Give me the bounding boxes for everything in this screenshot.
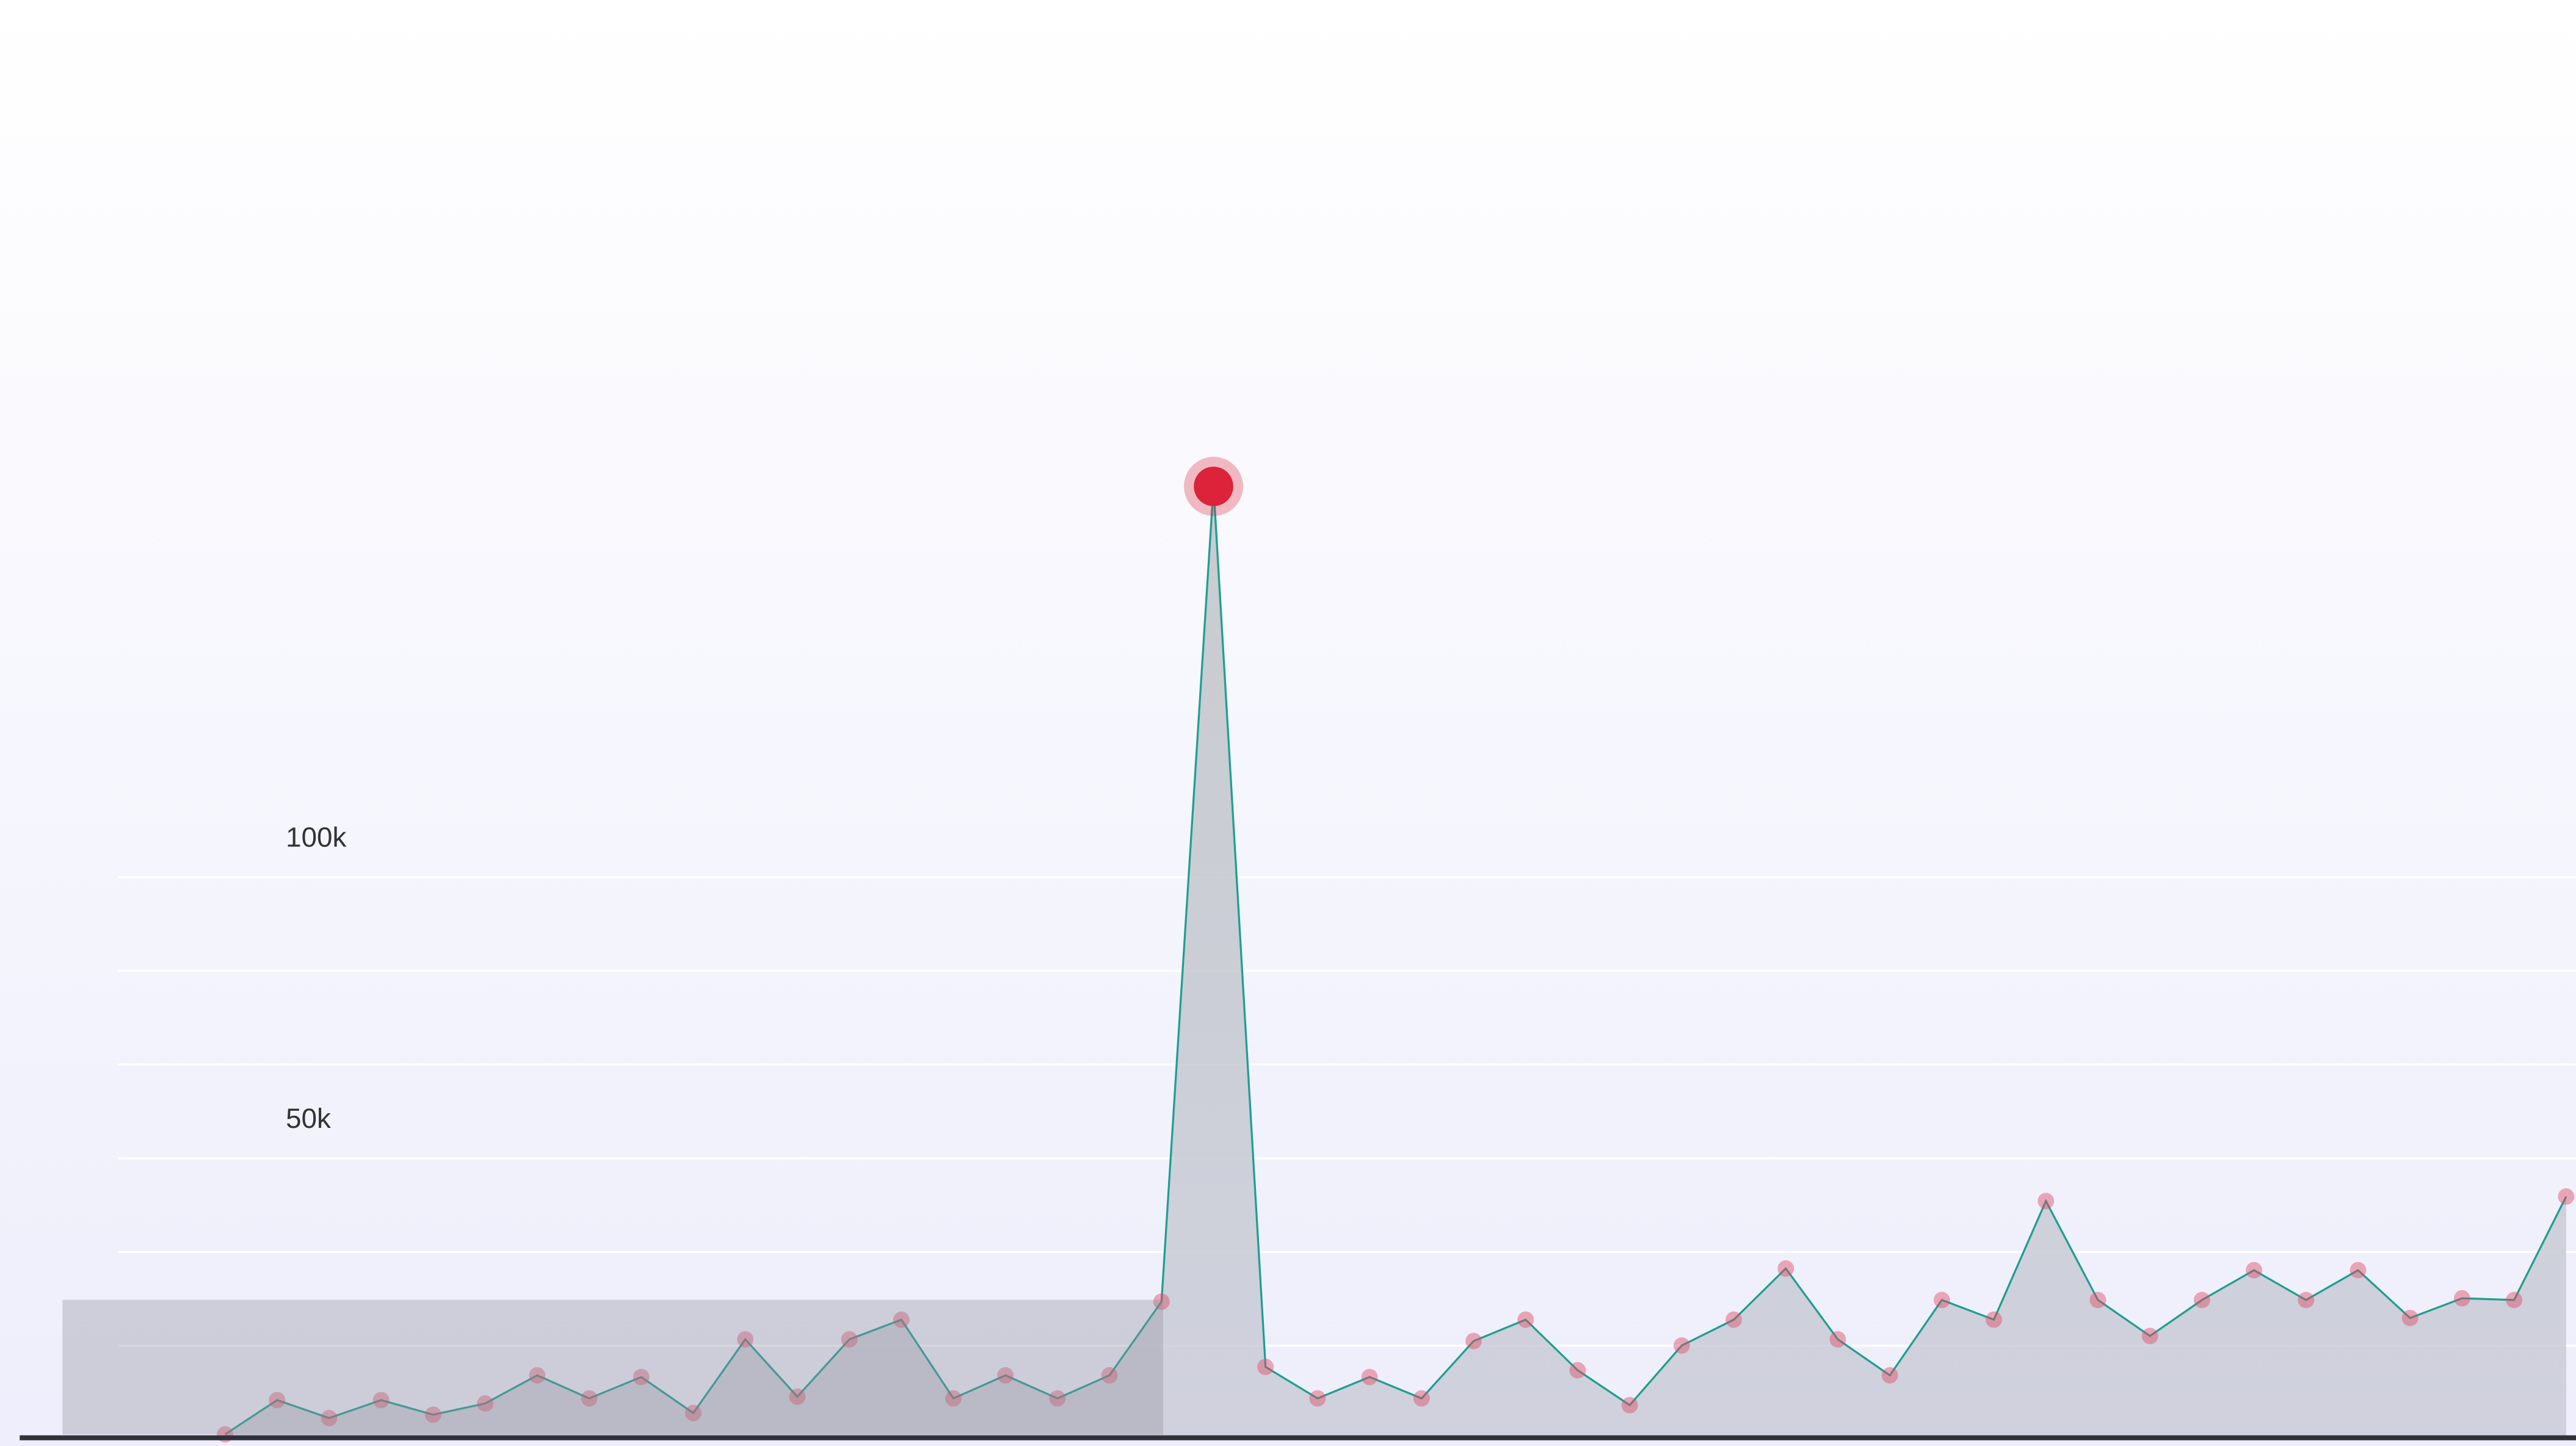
marker [737, 1331, 754, 1348]
marker [945, 1390, 962, 1407]
marker [2089, 1292, 2106, 1309]
marker [1829, 1331, 1846, 1348]
marker [321, 1409, 338, 1426]
marker [1933, 1292, 1950, 1309]
marker [1986, 1311, 2003, 1328]
marker [2246, 1262, 2263, 1279]
marker [685, 1404, 702, 1422]
marker [1881, 1367, 1898, 1384]
marker [2558, 1188, 2575, 1205]
line [224, 486, 2567, 1436]
marker [2401, 1309, 2418, 1326]
marker [1621, 1397, 1638, 1414]
marker [2037, 1193, 2055, 1210]
marker [1049, 1390, 1066, 1407]
marker [2141, 1328, 2158, 1345]
marker [1673, 1337, 1690, 1354]
marker [2298, 1292, 2315, 1309]
marker [633, 1368, 650, 1386]
marker [529, 1367, 546, 1384]
marker [997, 1367, 1014, 1384]
marker [424, 1406, 441, 1423]
brush-selection[interactable] [62, 1299, 1164, 1435]
marker [372, 1392, 390, 1409]
marker [2349, 1262, 2367, 1279]
marker [2453, 1290, 2470, 1307]
marker [477, 1395, 494, 1412]
marker [269, 1392, 286, 1409]
marker [841, 1331, 858, 1348]
peak-marker [1194, 467, 1233, 506]
marker [1725, 1311, 1743, 1328]
marker [1153, 1293, 1170, 1310]
marker [1309, 1390, 1326, 1407]
marker [2506, 1292, 2523, 1309]
marker [2193, 1292, 2210, 1309]
marker [893, 1311, 910, 1328]
marker [1517, 1311, 1534, 1328]
area [225, 486, 2566, 1440]
marker [1101, 1367, 1118, 1384]
marker [789, 1388, 806, 1405]
y-tick-label: 100k [286, 822, 346, 853]
marker [1257, 1358, 1274, 1375]
marker [1569, 1362, 1586, 1379]
plot [217, 457, 2575, 1443]
marker [1465, 1332, 1482, 1350]
grid: 50k 100k [118, 822, 2576, 1347]
marker [1777, 1260, 1794, 1277]
y-tick-label: 50k [286, 1103, 331, 1134]
marker [1361, 1368, 1378, 1386]
marker [1413, 1390, 1430, 1407]
marker [581, 1390, 598, 1407]
